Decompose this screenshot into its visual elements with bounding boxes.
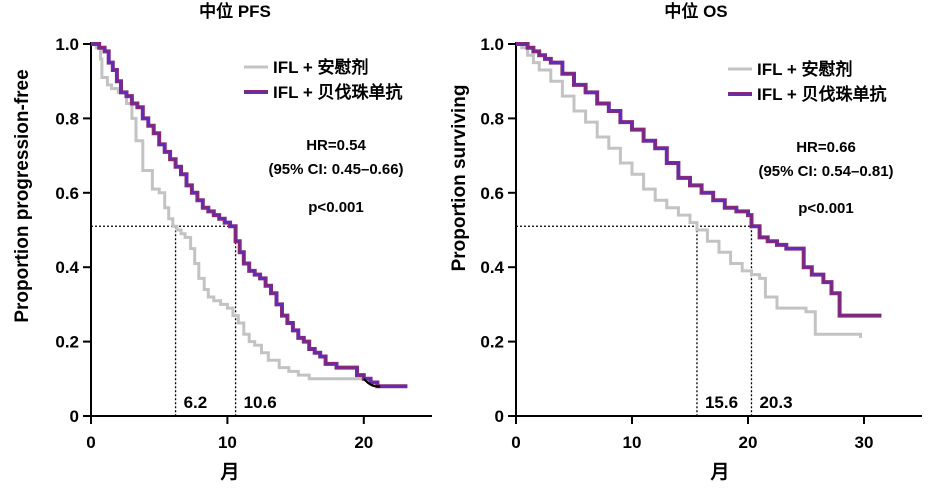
os-x-tick-label: 0: [511, 433, 520, 452]
os-panel: 中位 OS Proportion surviving 月 0 0.2 0.4 0.6 0…: [449, 1, 922, 483]
os-x-tick-label: 20: [739, 433, 758, 452]
os-p-value: p<0.001: [798, 200, 853, 217]
pfs-y-tick-label: 0: [70, 407, 79, 426]
os-ci: (95% CI: 0.54–0.81): [758, 163, 893, 180]
os-legend-placebo: IFL + 安慰剂: [757, 59, 853, 79]
pfs-y-tick-label: 0.6: [55, 184, 79, 203]
pfs-p-value: p<0.001: [308, 199, 363, 216]
os-y-tick-label: 0.4: [480, 258, 504, 277]
os-y-tick-label: 0: [495, 407, 504, 426]
pfs-panel: 中位 PFS Proportion progression-free 月 0 0.…: [12, 1, 432, 483]
pfs-median-label: 6.2: [184, 393, 208, 412]
os-title: 中位 OS: [664, 1, 727, 21]
pfs-x-tick-label: 10: [218, 433, 237, 452]
pfs-x-tick-label: 20: [354, 433, 373, 452]
os-legend-bev: IFL + 贝伐珠单抗: [757, 84, 887, 104]
pfs-x-axis-label: 月: [219, 462, 239, 483]
os-y-tick-label: 0.6: [480, 184, 504, 203]
os-median-label: 20.3: [759, 393, 792, 412]
os-hr: HR=0.66: [796, 139, 856, 156]
pfs-y-tick-label: 0.8: [55, 109, 79, 128]
pfs-legend-placebo: IFL + 安慰剂: [273, 57, 369, 77]
pfs-censor-tail: [362, 378, 381, 388]
os-series-placebo: [516, 42, 862, 338]
pfs-y-tick-label: 1.0: [55, 35, 79, 54]
os-x-tick-label: 10: [623, 433, 642, 452]
os-y-tick-label: 0.2: [480, 333, 504, 352]
os-x-tick-label: 30: [855, 433, 874, 452]
os-x-axis-label: 月: [709, 462, 729, 483]
pfs-legend-bev: IFL + 贝伐珠单抗: [273, 82, 403, 102]
os-y-axis-label: Proportion surviving: [449, 85, 470, 272]
pfs-hr: HR=0.54: [306, 137, 366, 154]
os-y-tick-label: 1.0: [480, 35, 504, 54]
os-series-bev-inner: [516, 43, 882, 317]
pfs-x-tick-label: 0: [86, 433, 95, 452]
os-y-tick-label: 0.8: [480, 109, 504, 128]
pfs-series-bev-inner: [91, 43, 408, 387]
pfs-ci: (95% CI: 0.45–0.66): [268, 161, 403, 178]
pfs-y-tick-label: 0.4: [55, 258, 79, 277]
pfs-median-label: 10.6: [244, 393, 277, 412]
pfs-y-axis-label: Proportion progression-free: [12, 69, 33, 322]
pfs-y-tick-label: 0.2: [55, 333, 79, 352]
pfs-title: 中位 PFS: [199, 1, 271, 21]
os-median-label: 15.6: [705, 393, 738, 412]
